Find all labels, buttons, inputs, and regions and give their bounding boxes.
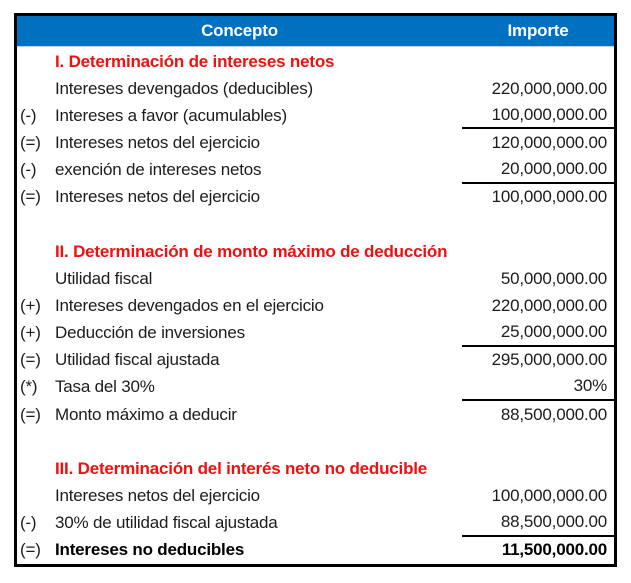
- table-row: (-) Intereses a favor (acumulables) 100,…: [17, 102, 614, 130]
- operator-cell: (=): [20, 404, 41, 424]
- amount-cell: 100,000,000.00: [491, 486, 608, 506]
- concept-cell: Intereses netos del ejercicio: [55, 187, 260, 207]
- amount-cell: [462, 455, 614, 482]
- operator-cell: (-): [20, 513, 37, 533]
- column-header-concepto: Concepto: [201, 21, 278, 40]
- blank-row: [17, 211, 614, 238]
- section-header-row: III. Determinación del interés neto no d…: [17, 455, 614, 482]
- table-header-row: Concepto Importe: [17, 16, 614, 47]
- section-title: II. Determinación de monto máximo de ded…: [55, 241, 448, 261]
- table-row: (=) Intereses netos del ejercicio 120,00…: [17, 129, 614, 156]
- operator-cell: (-): [20, 160, 37, 180]
- table-row: (+) Deducción de inversiones 25,000,000.…: [17, 320, 614, 347]
- concept-cell: Utilidad fiscal: [55, 268, 153, 288]
- section-title: I. Determinación de intereses netos: [55, 51, 335, 71]
- table-row: Utilidad fiscal 50,000,000.00: [17, 265, 614, 292]
- concept-cell: exención de intereses netos: [55, 160, 262, 180]
- concept-cell: Monto máximo a deducir: [55, 404, 237, 424]
- amount-cell: 295,000,000.00: [491, 350, 608, 370]
- operator-cell: (+): [20, 295, 41, 315]
- amount-cell: 88,500,000.00: [500, 404, 607, 424]
- section-header-row: I. Determinación de intereses netos: [17, 48, 614, 75]
- amount-cell: [462, 48, 614, 75]
- operator-cell: (-): [20, 105, 37, 125]
- amount-cell: 100,000,000.00: [491, 187, 608, 207]
- operator-cell: (=): [20, 350, 41, 370]
- concept-cell: Intereses a favor (acumulables): [55, 105, 287, 125]
- section-title: III. Determinación del interés neto no d…: [55, 458, 428, 478]
- amount-cell: 20,000,000.00: [462, 157, 614, 184]
- amount-cell: 120,000,000.00: [491, 133, 608, 153]
- amount-cell: 100,000,000.00: [462, 102, 614, 130]
- table-row: (=) Monto máximo a deducir 88,500,000.00: [17, 401, 614, 428]
- table-row: (*) Tasa del 30% 30%: [17, 374, 614, 402]
- concept-cell: Intereses devengados (deducibles): [55, 78, 314, 98]
- table-row: Intereses netos del ejercicio 100,000,00…: [17, 483, 614, 510]
- blank-row: [17, 428, 614, 455]
- total-row: (=) Intereses no deducibles 11,500,000.0…: [17, 537, 614, 564]
- concept-cell: Intereses devengados en el ejercicio: [55, 295, 324, 315]
- table-body: I. Determinación de intereses netos Inte…: [17, 47, 614, 564]
- column-header-importe: Importe: [507, 21, 569, 40]
- concept-cell: 30% de utilidad fiscal ajustada: [55, 513, 278, 533]
- amount-cell: [462, 238, 614, 265]
- concept-cell: Utilidad fiscal ajustada: [55, 350, 220, 370]
- concept-cell: Intereses netos del ejercicio: [55, 133, 260, 153]
- concept-cell: Deducción de inversiones: [55, 323, 245, 343]
- operator-cell: (=): [20, 133, 41, 153]
- amount-cell: 88,500,000.00: [462, 510, 614, 537]
- table-row: (-) exención de intereses netos 20,000,0…: [17, 157, 614, 184]
- amount-cell: 25,000,000.00: [462, 320, 614, 347]
- table-row: (=) Intereses netos del ejercicio 100,00…: [17, 184, 614, 211]
- section-header-row: II. Determinación de monto máximo de ded…: [17, 238, 614, 265]
- operator-cell: (=): [20, 187, 41, 207]
- table-row: (=) Utilidad fiscal ajustada 295,000,000…: [17, 347, 614, 374]
- concept-cell: Tasa del 30%: [55, 377, 155, 397]
- amount-cell: 220,000,000.00: [491, 295, 608, 315]
- operator-cell: (*): [20, 377, 38, 397]
- calculation-table: Concepto Importe I. Determinación de int…: [14, 13, 617, 567]
- amount-cell: 50,000,000.00: [500, 268, 607, 288]
- operator-cell: (+): [20, 323, 41, 343]
- amount-cell: 220,000,000.00: [491, 78, 608, 98]
- amount-cell: 11,500,000.00: [501, 540, 607, 560]
- table-row: (+) Intereses devengados en el ejercicio…: [17, 292, 614, 319]
- table-row: (-) 30% de utilidad fiscal ajustada 88,5…: [17, 510, 614, 537]
- table-row: Intereses devengados (deducibles) 220,00…: [17, 75, 614, 102]
- operator-cell: (=): [20, 540, 41, 560]
- amount-cell: 30%: [462, 374, 614, 402]
- concept-cell: Intereses netos del ejercicio: [55, 486, 260, 506]
- concept-cell: Intereses no deducibles: [55, 540, 245, 560]
